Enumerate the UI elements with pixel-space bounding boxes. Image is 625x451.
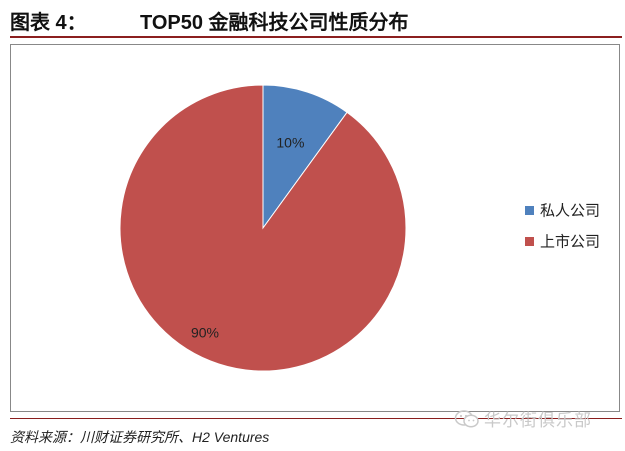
pie-slice-2 — [119, 84, 407, 372]
chart-frame: 10% 90% 私人公司上市公司 — [10, 44, 620, 412]
legend-swatch-1 — [525, 206, 534, 215]
wechat-icon — [454, 409, 479, 428]
legend-label-2: 上市公司 — [540, 233, 600, 251]
chart-title: TOP50 金融科技公司性质分布 — [140, 12, 409, 34]
legend-label-1: 私人公司 — [540, 202, 600, 220]
figure-label: 图表 4： — [10, 12, 87, 34]
watermark: 华尔街俱乐部 — [454, 406, 592, 431]
source-note: 资料来源：川财证券研究所、H2 Ventures — [10, 429, 270, 445]
footer-divider — [10, 418, 622, 419]
watermark-text: 华尔街俱乐部 — [484, 411, 592, 430]
data-label-1: 10% — [276, 134, 304, 150]
data-label-2: 90% — [191, 325, 219, 341]
header-divider — [10, 36, 622, 38]
legend-swatch-2 — [525, 237, 534, 246]
pie-slice-1 — [262, 84, 348, 230]
figure-header: 图表 4： TOP50 金融科技公司性质分布 — [10, 4, 622, 36]
